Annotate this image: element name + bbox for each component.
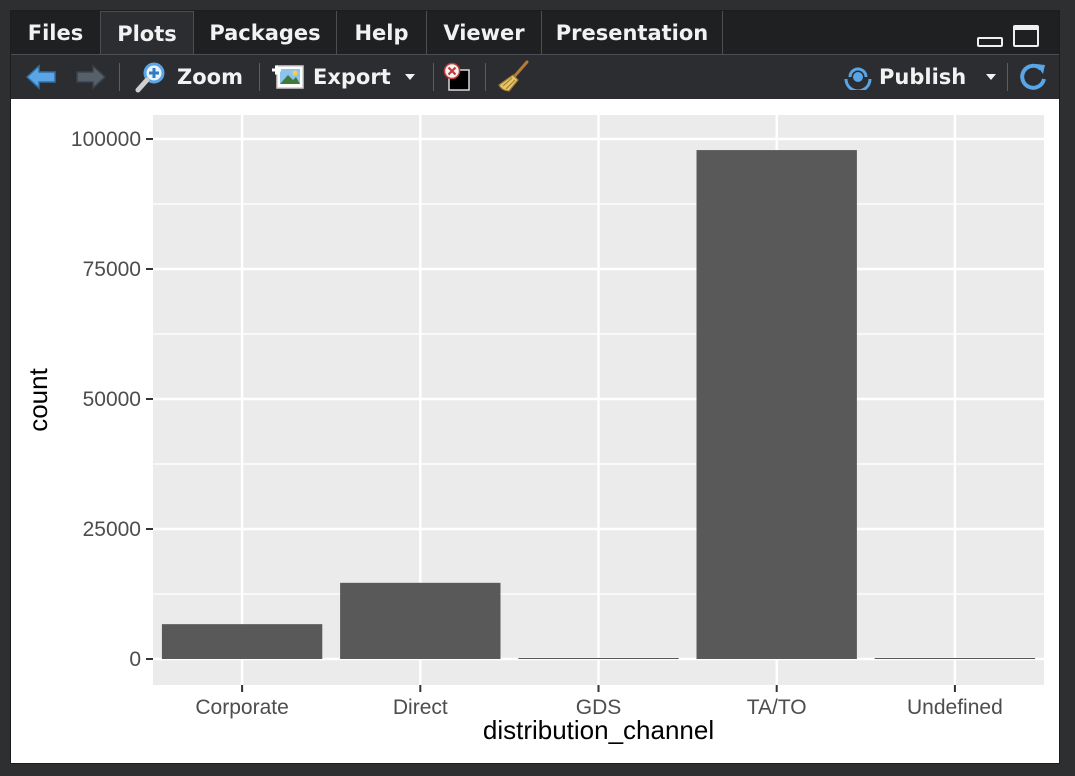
maximize-icon[interactable] [1013, 25, 1039, 47]
back-button[interactable] [25, 55, 57, 99]
y-tick-label: 100000 [71, 128, 141, 151]
tab-presentation[interactable]: Presentation [542, 11, 723, 55]
broom-icon [498, 60, 529, 92]
tab-viewer[interactable]: Viewer [427, 11, 542, 55]
tab-plots[interactable]: Plots [100, 11, 194, 55]
x-tick-label: Corporate [195, 696, 288, 719]
minimize-icon[interactable] [977, 37, 1003, 47]
zoom-label: Zoom [177, 65, 243, 89]
bar [340, 582, 501, 659]
tab-help[interactable]: Help [337, 11, 427, 55]
publish-button[interactable]: Publish [841, 55, 998, 99]
toolbar-separator [1007, 63, 1008, 91]
tab-files[interactable]: Files [11, 11, 101, 55]
y-tick-label: 75000 [83, 258, 141, 281]
toolbar-separator [119, 63, 120, 91]
x-tick-label: Undefined [907, 696, 1003, 719]
zoom-button[interactable]: Zoom [135, 55, 243, 99]
arrow-left-icon [25, 64, 56, 90]
plots-pane: Files Plots Packages Help Viewer Present… [10, 10, 1060, 764]
toolbar-separator [259, 63, 260, 91]
tab-divider [11, 54, 1059, 55]
publish-icon [844, 67, 872, 90]
x-tick-label: Direct [393, 696, 448, 719]
remove-plot-icon [443, 62, 470, 91]
toolbar-separator [433, 63, 434, 91]
export-button[interactable]: Export [271, 55, 417, 99]
zoom-icon [135, 62, 165, 93]
forward-button[interactable] [75, 55, 107, 99]
plot-viewer: 0 25000 50000 75000 100000 Corporate Direct GD… [11, 99, 1059, 763]
y-tick-label: 0 [129, 648, 141, 671]
tab-bar: Files Plots Packages Help Viewer Present… [11, 11, 1059, 55]
x-axis-title: distribution_channel [483, 715, 714, 745]
export-label: Export [313, 65, 391, 89]
remove-plot-button[interactable] [443, 55, 471, 99]
bar [518, 658, 679, 659]
arrow-right-icon [76, 64, 107, 90]
y-tick-label: 25000 [83, 518, 141, 541]
bar-chart: 0 25000 50000 75000 100000 Corporate Direct GD… [23, 115, 1044, 745]
plots-toolbar: Zoom Export [11, 55, 1059, 100]
refresh-icon [1020, 63, 1046, 90]
tab-packages[interactable]: Packages [194, 11, 337, 55]
export-image-icon [272, 65, 304, 89]
y-tick-label: 50000 [83, 388, 141, 411]
chevron-down-icon [986, 74, 997, 80]
x-tick-label: GDS [576, 696, 622, 719]
bar [874, 658, 1036, 659]
clear-all-plots-button[interactable] [497, 55, 531, 99]
x-axis: Corporate Direct GDS TA/TO Undefined [195, 685, 1003, 719]
y-axis-title: count [23, 367, 53, 431]
toolbar-separator [485, 63, 486, 91]
refresh-button[interactable] [1017, 55, 1049, 99]
bar [161, 624, 323, 659]
publish-label: Publish [879, 65, 967, 89]
bar [696, 150, 857, 660]
y-axis: 0 25000 50000 75000 100000 [71, 128, 153, 671]
bars [161, 150, 1036, 660]
chevron-down-icon [404, 74, 415, 80]
x-tick-label: TA/TO [747, 696, 807, 719]
